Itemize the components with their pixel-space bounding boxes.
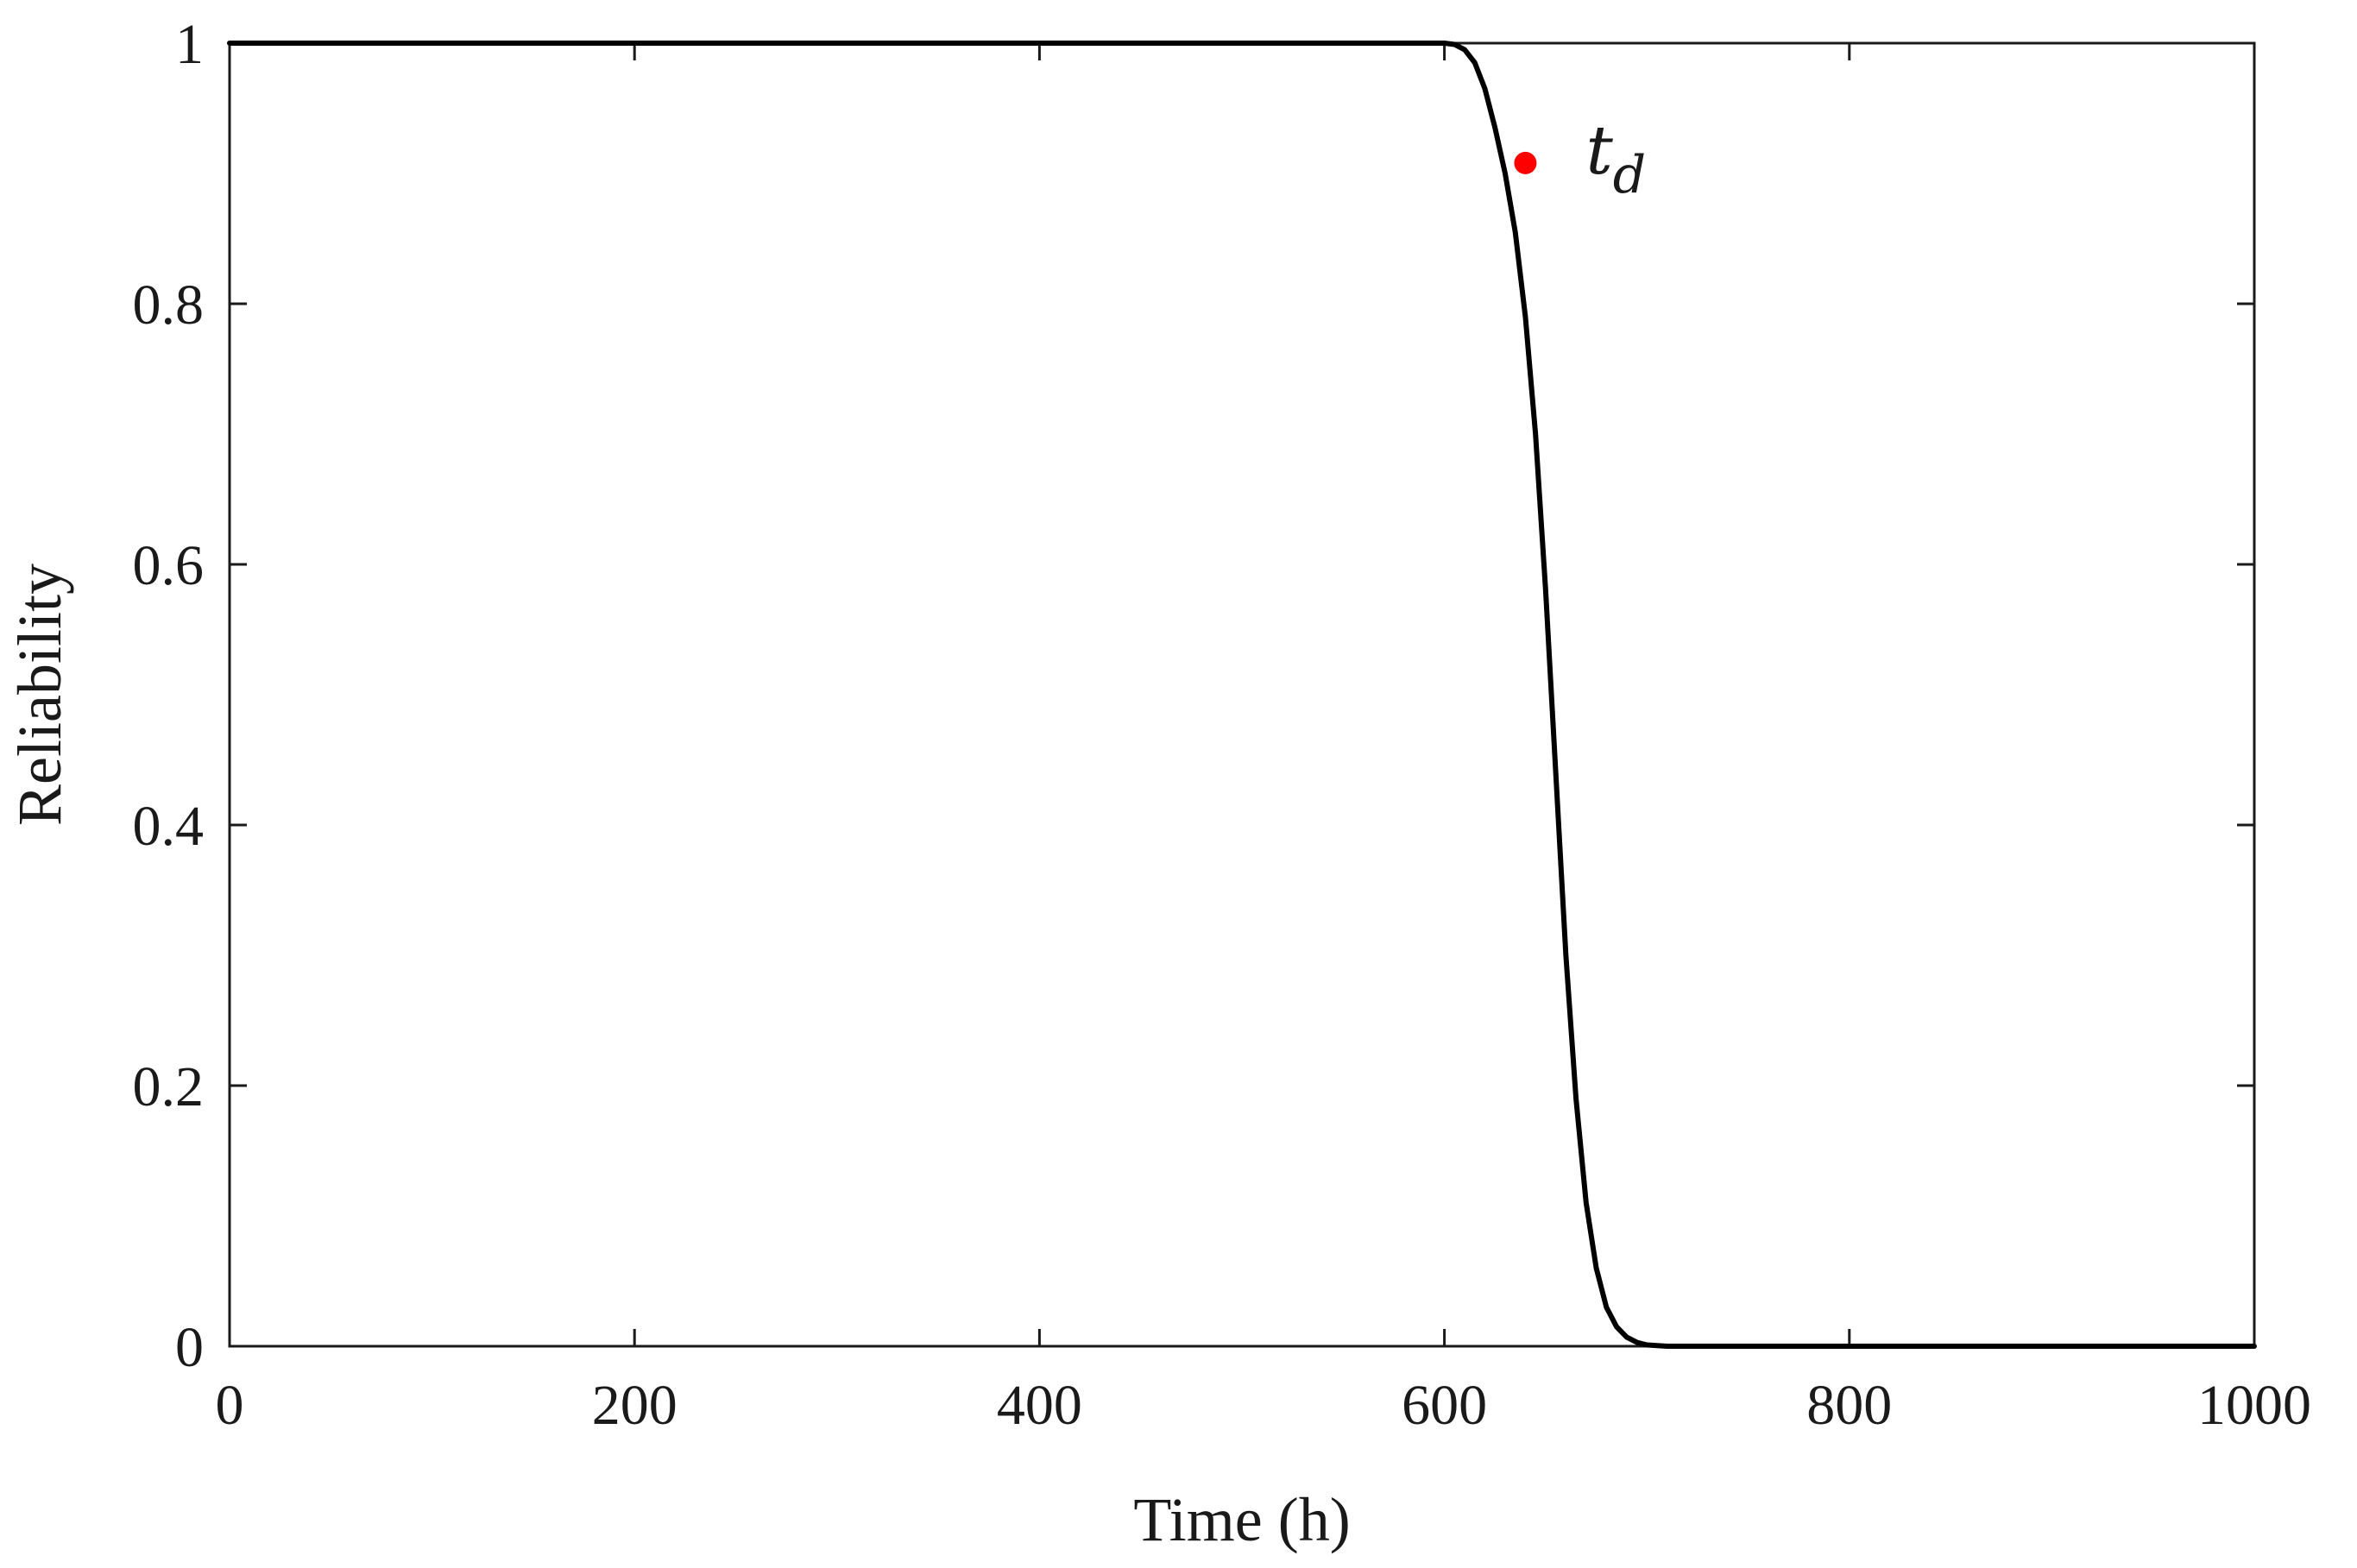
x-tick-label: 400 [997, 1374, 1082, 1437]
y-tick-label: 0.6 [133, 534, 205, 597]
series-group [227, 41, 2257, 1349]
x-axis-title: Time (h) [1133, 1485, 1350, 1554]
x-tick-label: 200 [592, 1374, 677, 1437]
td-marker [1514, 151, 1537, 174]
plot-frame [228, 41, 2256, 1348]
marker-group: td [1514, 112, 1646, 205]
x-tick-label: 0 [216, 1374, 244, 1437]
y-tick-label: 0.4 [133, 795, 205, 858]
axis-ticks: 0 200 400 600 800 1000 0 0.2 0.4 0.6 0.8 1 [133, 13, 2312, 1437]
y-tick-label: 0.2 [133, 1055, 205, 1118]
x-tick-label: 800 [1806, 1374, 1892, 1437]
x-tick-label: 600 [1402, 1374, 1487, 1437]
y-tick-label: 0 [175, 1316, 204, 1379]
td-label: td [1585, 112, 1646, 205]
y-tick-label: 0.8 [133, 274, 205, 337]
x-tick-label: 1000 [2197, 1374, 2311, 1437]
y-tick-label: 1 [175, 13, 204, 76]
y-axis-title: Reliability [5, 564, 74, 826]
plot-box [228, 41, 2256, 1348]
series-line-1 [227, 41, 2257, 1349]
